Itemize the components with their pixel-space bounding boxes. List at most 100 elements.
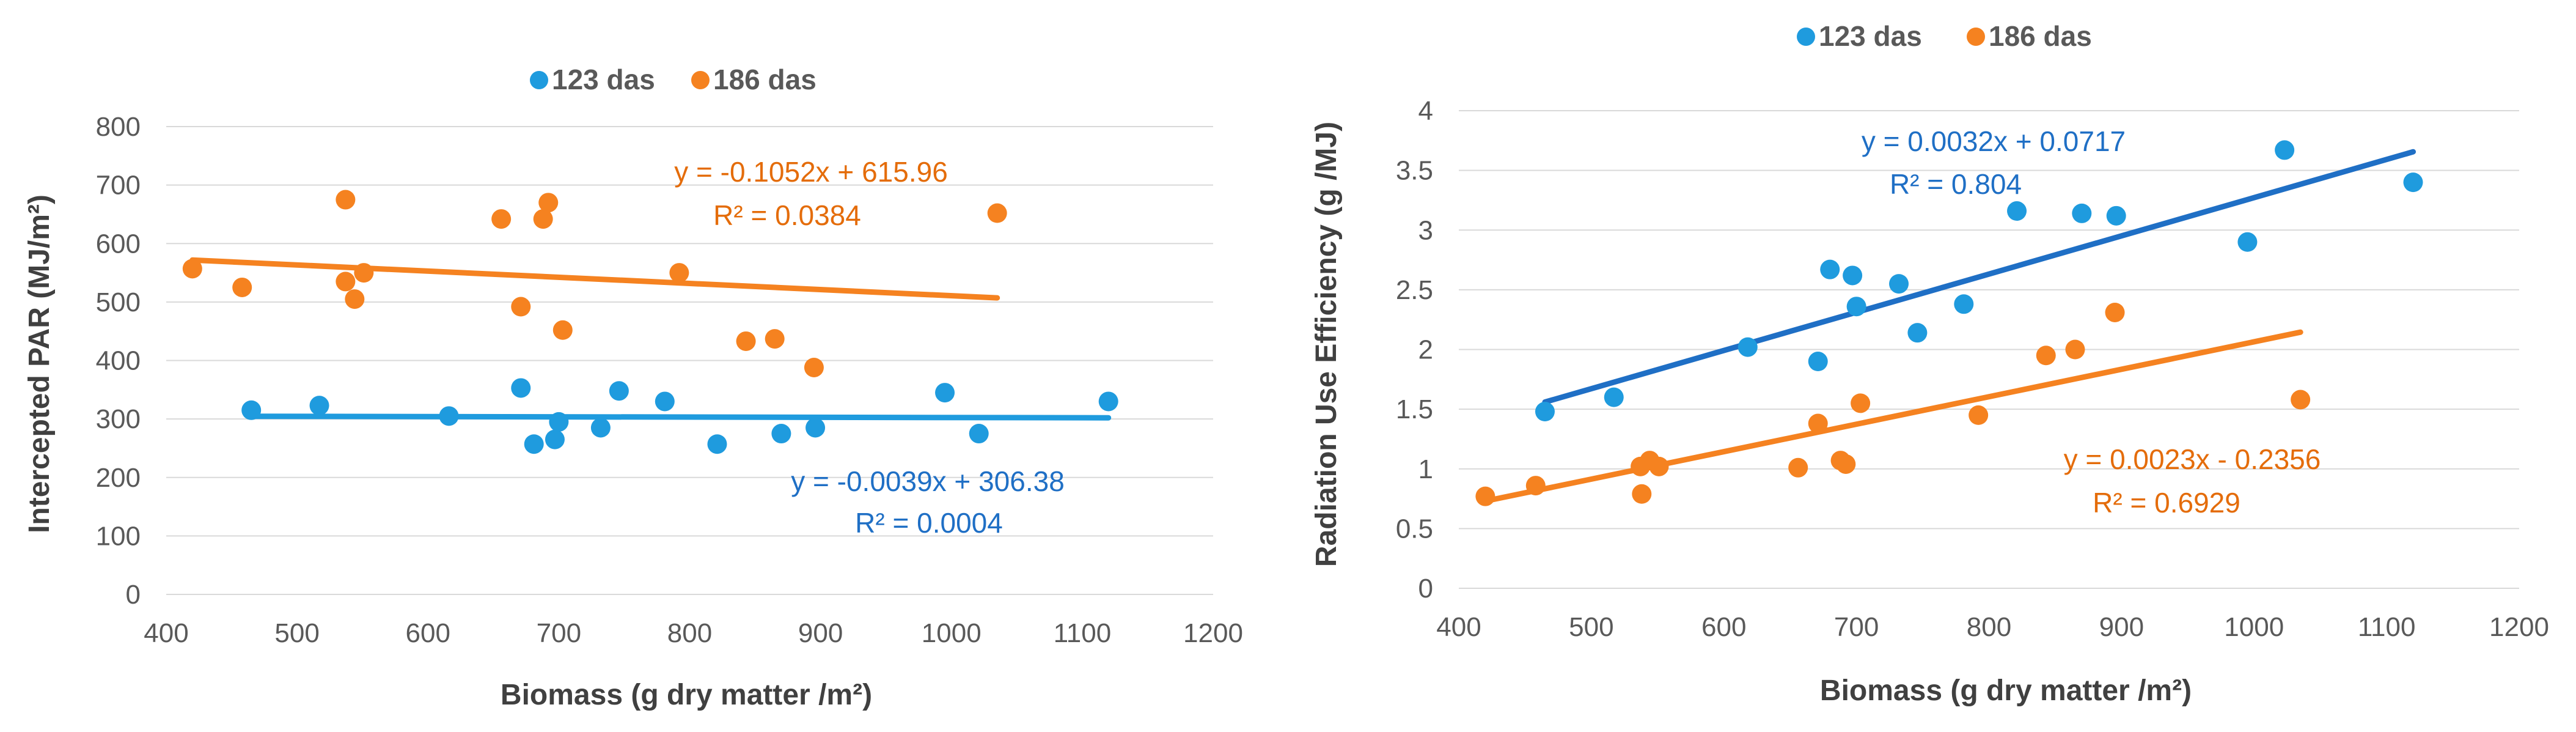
point-123-das [1808,352,1828,372]
point-123-das [609,381,629,401]
point-186-das [804,357,824,377]
point-123-das [707,434,727,454]
x-tick-label: 1000 [922,618,982,648]
trend-equation-123-das: y = -0.0039x + 306.38 [791,465,1065,497]
point-123-das [549,412,569,432]
y-tick-label: 0 [1418,574,1433,604]
point-186-das [232,277,252,297]
point-123-das [545,429,565,449]
point-123-das [655,391,675,412]
trendlines [189,257,1112,421]
legend: 123 das 186 das [1797,20,2092,52]
y-tick-label: 700 [96,171,141,201]
x-tick-label: 1000 [2224,612,2284,642]
point-186-das [2291,390,2311,410]
point-186-das [736,331,756,351]
point-123-das [1954,294,1974,314]
point-186-das [2036,346,2056,366]
y-tick-label: 200 [96,463,141,493]
x-tick-label: 1100 [1054,618,1112,648]
x-axis-title: Biomass (g dry matter /m²) [501,679,872,711]
y-tick-labels: 0 0.5 1 1.5 2 2.5 3 3.5 4 [1396,96,1433,604]
point-186-das [765,329,785,349]
point-186-das [1836,454,1856,474]
legend-label-186-das: 186 das [1989,20,2092,52]
point-186-das [987,203,1007,223]
point-186-das [538,193,559,213]
y-tick-label: 600 [96,229,141,259]
point-123-das [511,378,531,398]
x-tick-label: 600 [1701,612,1746,642]
x-tick-label: 700 [537,618,581,648]
point-186-das [669,263,689,283]
point-123-das [524,434,544,454]
data-points [182,190,1118,454]
x-tick-labels: 400 500 600 700 800 900 1000 1100 1200 [1436,612,2549,642]
x-tick-label: 1200 [2489,612,2549,642]
x-axis-title: Biomass (g dry matter /m²) [1820,675,2192,707]
x-tick-label: 400 [144,618,188,648]
point-123-das [1907,323,1928,343]
point-186-das [1788,457,1808,478]
point-123-das [1820,259,1840,279]
trendlines [1482,149,2416,504]
point-123-das [439,406,459,426]
y-axis-title: Intercepted PAR (MJ/m²) [23,194,56,533]
y-tick-labels: 0 100 200 300 400 500 600 700 800 [96,112,141,610]
point-186-das [1475,486,1495,506]
x-tick-label: 800 [667,618,712,648]
point-123-das [1889,274,1909,294]
legend-marker-186-das [691,71,710,89]
grid [166,126,1213,595]
point-123-das [771,424,791,444]
point-186-das [1969,405,1989,425]
legend: 123 das 186 das [530,64,816,95]
y-tick-label: 2 [1418,335,1433,365]
point-123-das [1846,297,1866,317]
trend-r2-186-das: R² = 0.6929 [2093,487,2240,519]
point-123-das [1098,391,1118,412]
point-186-das [1632,484,1652,504]
y-tick-label: 4 [1418,96,1433,126]
point-123-das [2007,201,2027,221]
legend-marker-186-das [1967,28,1985,46]
x-tick-label: 900 [2099,612,2144,642]
trend-r2-123-das: R² = 0.0004 [855,507,1003,539]
point-186-das [2105,302,2125,322]
y-tick-label: 2.5 [1396,275,1433,305]
x-tick-label: 1100 [2358,612,2416,642]
y-tick-label: 500 [96,287,141,317]
y-tick-label: 3.5 [1396,156,1433,186]
y-tick-label: 1 [1418,454,1433,484]
point-186-das [354,263,374,283]
x-tick-label: 700 [1834,612,1879,642]
x-tick-label: 900 [798,618,843,648]
point-186-das [2065,339,2085,360]
x-tick-label: 500 [1569,612,1613,642]
point-123-das [1604,387,1624,407]
trendline-123-das [1542,149,2416,405]
point-186-das [1808,413,1828,434]
y-tick-label: 0 [126,580,141,610]
trendline-186-das [189,257,1000,301]
point-186-das [1851,393,1871,413]
point-123-das [969,424,989,444]
point-123-das [2072,203,2092,223]
point-186-das [511,297,531,317]
point-123-das [2403,172,2423,193]
point-123-das [309,396,329,416]
point-123-das [1843,265,1863,286]
x-tick-label: 1200 [1183,618,1243,648]
point-186-das [1649,456,1669,476]
x-tick-label: 800 [1967,612,2011,642]
y-tick-label: 300 [96,404,141,434]
point-123-das [1738,337,1758,357]
point-186-das [336,272,356,292]
y-tick-label: 400 [96,346,141,376]
y-axis-title: Radiation Use Efficiency (g /MJ) [1310,122,1343,567]
point-186-das [491,209,512,229]
point-123-das [241,400,262,420]
point-123-das [590,418,611,438]
legend-label-123-das: 123 das [1819,20,1922,52]
